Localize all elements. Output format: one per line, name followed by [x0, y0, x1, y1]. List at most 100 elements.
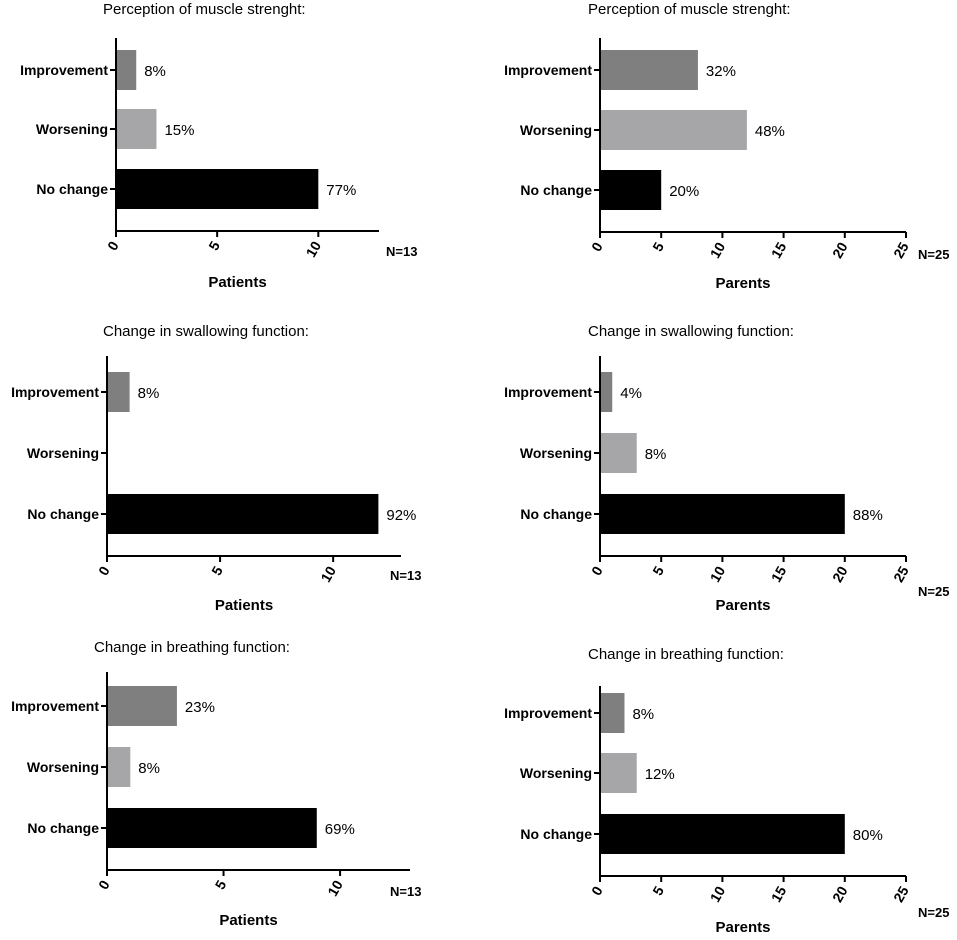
category-label-worsening: Worsening: [36, 121, 108, 137]
x-axis-label: Patients: [215, 597, 273, 614]
x-tick-label: 10: [317, 563, 339, 585]
category-label-improvement: Improvement: [504, 705, 592, 721]
x-tick-label: 0: [95, 877, 113, 892]
category-label-worsening: Worsening: [520, 122, 592, 138]
data-label-improvement: 8%: [144, 63, 166, 80]
category-label-no-change: No change: [520, 182, 592, 198]
x-axis-label: Patients: [219, 912, 277, 929]
chart-title: Change in swallowing function:: [588, 323, 794, 340]
chart-panel-1: Perception of muscle strenght: Improvemen…: [20, 1, 417, 291]
sample-size-label: N=13: [390, 884, 421, 899]
chart-panel-6: Change in breathing function: Improvement…: [504, 646, 949, 936]
x-tick-label: 5: [212, 877, 230, 892]
x-tick-label: 25: [890, 883, 912, 905]
bar-worsening: [108, 747, 131, 787]
x-tick-label: 10: [707, 883, 729, 905]
chart-title: Change in breathing function:: [94, 639, 290, 656]
x-tick-label: 25: [890, 563, 912, 585]
x-tick-label: 5: [208, 563, 226, 578]
bar-improvement: [601, 693, 625, 733]
bar-improvement: [108, 686, 177, 726]
data-label-improvement: 8%: [632, 706, 654, 723]
category-label-improvement: Improvement: [11, 384, 99, 400]
bar-worsening: [601, 433, 637, 473]
sample-size-label: N=13: [386, 244, 417, 259]
data-label-worsening: 48%: [755, 123, 785, 140]
bar-no-change: [117, 169, 319, 209]
x-tick-label: 20: [829, 563, 851, 585]
x-axis-label: Parents: [715, 597, 770, 614]
chart-title: Perception of muscle strenght:: [103, 1, 306, 18]
x-tick-label: 10: [324, 877, 346, 899]
x-tick-label: 0: [104, 238, 122, 253]
x-axis-label: Parents: [715, 275, 770, 292]
sample-size-label: N=25: [918, 247, 949, 262]
x-tick-label: 5: [649, 883, 667, 898]
x-tick-label: 0: [588, 239, 606, 254]
x-tick-label: 15: [768, 563, 790, 585]
chart-title: Change in swallowing function:: [103, 323, 309, 340]
data-label-worsening: 8%: [645, 446, 667, 463]
x-tick-label: 25: [890, 239, 912, 261]
sample-size-label: N=25: [918, 584, 949, 599]
data-label-no-change: 92%: [386, 507, 416, 524]
bar-worsening: [601, 753, 637, 793]
x-tick-label: 5: [649, 239, 667, 254]
x-tick-label: 0: [588, 883, 606, 898]
sample-size-label: N=25: [918, 905, 949, 920]
x-tick-label: 0: [95, 563, 113, 578]
category-label-no-change: No change: [27, 506, 99, 522]
category-label-improvement: Improvement: [11, 698, 99, 714]
bar-improvement: [601, 50, 698, 90]
chart-panel-2: Perception of muscle strenght: Improvemen…: [504, 1, 949, 292]
category-label-improvement: Improvement: [504, 62, 592, 78]
bar-improvement: [601, 372, 613, 412]
category-label-worsening: Worsening: [520, 445, 592, 461]
data-label-no-change: 77%: [326, 182, 356, 199]
category-label-no-change: No change: [520, 826, 592, 842]
x-tick-label: 0: [588, 563, 606, 578]
data-label-no-change: 80%: [853, 827, 883, 844]
data-label-worsening: 15%: [164, 122, 194, 139]
data-label-improvement: 4%: [620, 385, 642, 402]
data-label-no-change: 69%: [325, 821, 355, 838]
category-label-improvement: Improvement: [504, 384, 592, 400]
data-label-improvement: 32%: [706, 63, 736, 80]
category-label-no-change: No change: [520, 506, 592, 522]
bar-no-change: [108, 808, 317, 848]
bar-improvement: [108, 372, 130, 412]
bar-no-change: [108, 494, 379, 534]
bar-no-change: [601, 814, 845, 854]
x-tick-label: 15: [768, 883, 790, 905]
data-label-worsening: 8%: [138, 760, 160, 777]
chart-title: Perception of muscle strenght:: [588, 1, 791, 18]
chart-title: Change in breathing function:: [588, 646, 784, 663]
chart-panel-5: Change in breathing function: Improvement…: [11, 639, 421, 929]
data-label-no-change: 88%: [853, 507, 883, 524]
bar-improvement: [117, 50, 137, 90]
bar-no-change: [601, 494, 845, 534]
category-label-no-change: No change: [36, 181, 108, 197]
data-label-worsening: 12%: [645, 766, 675, 783]
x-tick-label: 5: [649, 563, 667, 578]
x-tick-label: 10: [707, 239, 729, 261]
chart-panel-3: Change in swallowing function: Improvemen…: [11, 323, 421, 614]
x-tick-label: 10: [302, 238, 324, 260]
category-label-no-change: No change: [27, 820, 99, 836]
data-label-improvement: 8%: [138, 385, 160, 402]
category-label-worsening: Worsening: [27, 759, 99, 775]
chart-panel-4: Change in swallowing function: Improvemen…: [504, 323, 949, 614]
category-label-worsening: Worsening: [520, 765, 592, 781]
x-tick-label: 20: [829, 883, 851, 905]
x-axis-label: Patients: [208, 274, 266, 291]
bar-worsening: [117, 109, 157, 149]
bar-no-change: [601, 170, 662, 210]
x-tick-label: 5: [205, 238, 223, 253]
x-tick-label: 20: [829, 239, 851, 261]
sample-size-label: N=13: [390, 568, 421, 583]
data-label-improvement: 23%: [185, 699, 215, 716]
x-axis-label: Parents: [715, 919, 770, 936]
x-tick-label: 10: [707, 563, 729, 585]
category-label-worsening: Worsening: [27, 445, 99, 461]
